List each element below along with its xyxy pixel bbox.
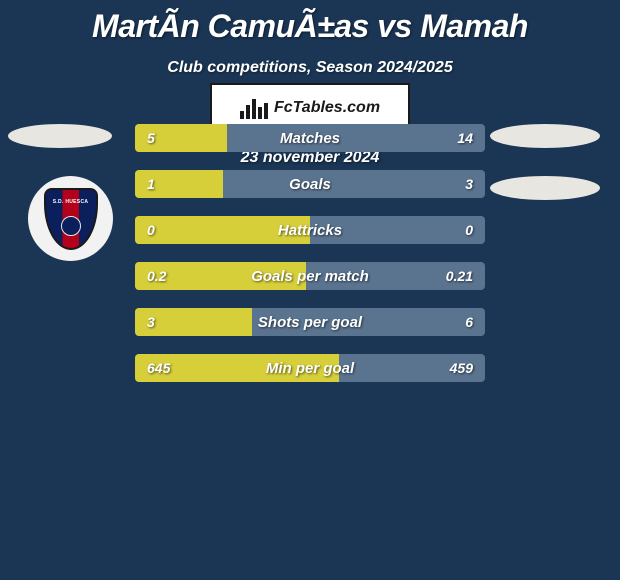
player-left-oval [8, 124, 112, 148]
stats-bars: 5Matches14 1Goals3 0Hattricks0 0.2Goals per… [135, 124, 485, 400]
stat-row: 0.2Goals per match0.21 [135, 262, 485, 290]
stat-value-left: 3 [147, 308, 155, 336]
stat-row: 3Shots per goal6 [135, 308, 485, 336]
stat-value-left: 1 [147, 170, 155, 198]
crest-ball-icon [61, 216, 81, 236]
stat-value-right: 0.21 [446, 262, 473, 290]
stat-value-left: 5 [147, 124, 155, 152]
stat-value-right: 3 [465, 170, 473, 198]
bar-left-fill [135, 216, 310, 244]
stat-row: 1Goals3 [135, 170, 485, 198]
player-right-oval-2 [490, 176, 600, 200]
player-right-oval-1 [490, 124, 600, 148]
crest-text: S.D. HUESCA [46, 199, 96, 205]
stat-value-left: 645 [147, 354, 170, 382]
stat-value-left: 0.2 [147, 262, 166, 290]
page-title: MartÃ­n CamuÃ±as vs Mamah [0, 8, 620, 45]
stat-value-right: 6 [465, 308, 473, 336]
stat-value-left: 0 [147, 216, 155, 244]
comparison-infographic: MartÃ­n CamuÃ±as vs Mamah Club competiti… [0, 0, 620, 580]
subtitle: Club competitions, Season 2024/2025 [0, 59, 620, 77]
source-text: FcTables.com [274, 99, 380, 117]
stat-value-right: 459 [450, 354, 473, 382]
fctables-icon [240, 97, 268, 119]
stat-row: 645Min per goal459 [135, 354, 485, 382]
stat-value-right: 0 [465, 216, 473, 244]
stat-row: 5Matches14 [135, 124, 485, 152]
crest-shield: S.D. HUESCA [44, 188, 98, 250]
club-crest: S.D. HUESCA [28, 176, 113, 261]
stat-row: 0Hattricks0 [135, 216, 485, 244]
stat-value-right: 14 [457, 124, 473, 152]
